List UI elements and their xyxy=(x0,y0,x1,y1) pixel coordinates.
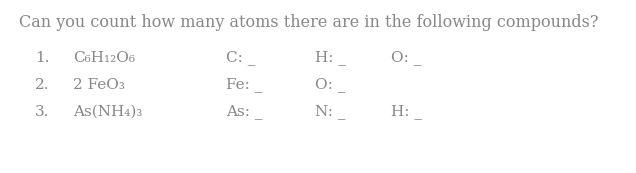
Text: H: _: H: _ xyxy=(315,51,346,65)
Text: C: _: C: _ xyxy=(226,51,255,65)
Text: N: _: N: _ xyxy=(315,104,345,119)
Text: As: _: As: _ xyxy=(226,104,262,119)
Text: O: _: O: _ xyxy=(391,51,422,65)
Text: As(NH₄)₃: As(NH₄)₃ xyxy=(73,105,142,119)
Text: H: _: H: _ xyxy=(391,104,422,119)
Text: 3.: 3. xyxy=(35,105,50,119)
Text: C₆H₁₂O₆: C₆H₁₂O₆ xyxy=(73,51,135,65)
Text: O: _: O: _ xyxy=(315,78,345,92)
Text: 2 FeO₃: 2 FeO₃ xyxy=(73,78,125,92)
Text: 2.: 2. xyxy=(35,78,50,92)
Text: 1.: 1. xyxy=(35,51,50,65)
Text: Can you count how many atoms there are in the following compounds?: Can you count how many atoms there are i… xyxy=(19,14,598,31)
Text: Fe: _: Fe: _ xyxy=(226,78,262,92)
